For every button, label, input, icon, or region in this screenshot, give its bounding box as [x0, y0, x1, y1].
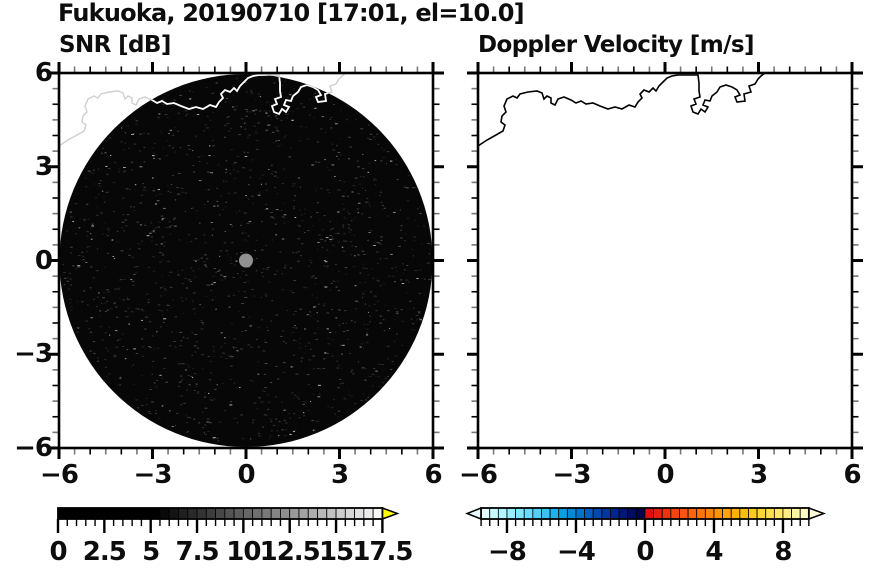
snr-y-tick-label: 6 [34, 58, 53, 88]
snr-colorbar [56, 506, 400, 533]
snr-colorbar-label: 5 [142, 537, 160, 567]
velocity-x-tick-label: 0 [656, 460, 674, 490]
velocity-x-tick-label: −6 [459, 460, 498, 490]
velocity-axes [467, 62, 863, 459]
snr-y-tick-label: −6 [14, 433, 53, 463]
velocity-colorbar-label: −4 [557, 537, 596, 567]
snr-x-tick-label: 3 [330, 460, 349, 490]
radar-origin-dot [239, 253, 253, 268]
velocity-frame [476, 71, 854, 450]
coastline-velocity [477, 72, 766, 147]
snr-colorbar-label: 17.5 [352, 537, 413, 567]
snr-x-tick-label: 6 [424, 460, 442, 490]
snr-x-tick-label: 0 [237, 460, 255, 490]
snr-colorbar-label: 12.5 [259, 537, 321, 567]
snr-y-tick-label: −3 [14, 339, 53, 370]
velocity-colorbar-under-arrow [465, 506, 482, 521]
velocity-colorbar [465, 506, 827, 533]
snr-axes [48, 62, 444, 459]
snr-frame [57, 71, 435, 450]
snr-y-tick-label: 0 [34, 245, 53, 276]
snr-x-tick-label: −3 [133, 460, 173, 490]
snr-colorbar-label: 0 [49, 537, 67, 567]
velocity-colorbar-over-arrow [808, 506, 827, 521]
snr-y-tick-label: 3 [34, 151, 53, 182]
velocity-panel [477, 72, 852, 448]
snr-panel-title: SNR [dB] [59, 32, 171, 58]
snr-x-tick-label: −6 [40, 460, 79, 490]
velocity-colorbar-label: 0 [636, 537, 654, 567]
velocity-x-tick-label: 6 [843, 460, 861, 490]
snr-colorbar-over-arrow [381, 506, 400, 521]
velocity-colorbar-label: 8 [774, 537, 792, 567]
snr-colorbar-label: 2.5 [82, 537, 127, 567]
velocity-x-tick-label: −3 [552, 460, 592, 490]
snr-noise-speckles [62, 77, 432, 442]
snr-colorbar-label: 15 [318, 537, 354, 567]
figure-title: Fukuoka, 20190710 [17:01, el=10.0] [58, 0, 525, 27]
velocity-colorbar-label: −8 [488, 537, 527, 567]
velocity-colorbar-label: 4 [705, 537, 723, 567]
velocity-x-tick-label: 3 [749, 460, 768, 490]
snr-colorbar-label: 7.5 [175, 537, 219, 567]
velocity-panel-title: Doppler Velocity [m/s] [478, 32, 754, 58]
snr-colorbar-label: 10 [226, 537, 261, 567]
snr-panel [58, 72, 433, 447]
